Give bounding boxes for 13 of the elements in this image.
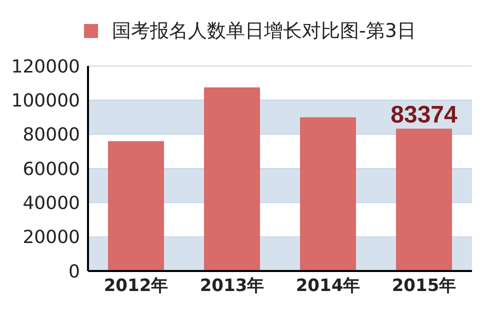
y-tick-label: 100000	[11, 90, 80, 112]
y-tick-label: 80000	[22, 124, 80, 146]
y-tick-label: 40000	[22, 193, 80, 214]
x-tick-label: 2012年	[104, 276, 168, 296]
x-tick-label: 2014年	[296, 276, 360, 296]
y-tick-label: 0	[68, 261, 80, 282]
x-tick-label: 2013年	[200, 276, 264, 296]
y-tick-label: 60000	[22, 158, 80, 180]
legend-label: 国考报名人数单日增长对比图-第3日	[112, 19, 416, 44]
x-tick-label: 2015年	[392, 276, 456, 296]
y-tick-label: 20000	[22, 227, 80, 248]
y-tick-label: 120000	[11, 56, 80, 78]
data-label: 83374	[390, 102, 458, 129]
